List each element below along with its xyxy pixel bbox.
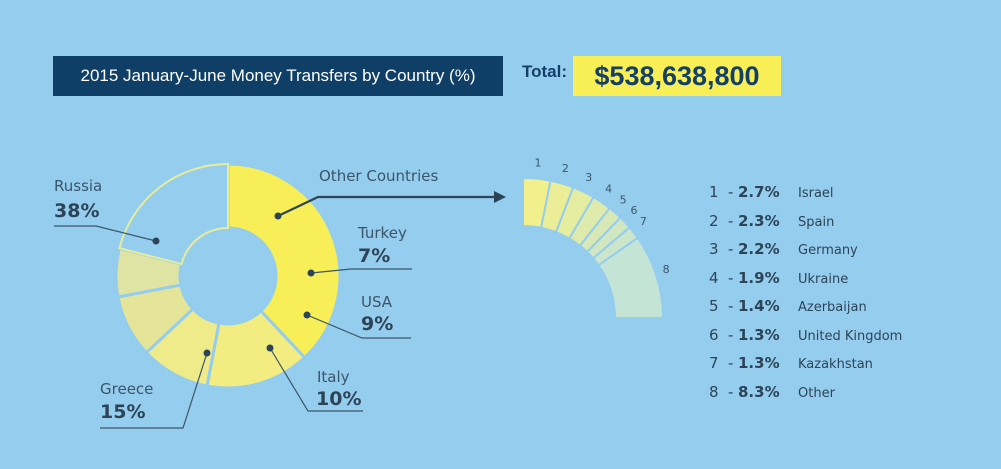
legend-index: 3 [709, 240, 719, 258]
total-label: Total: [522, 62, 568, 81]
arc-segment-label-4: 4 [605, 182, 612, 195]
slice-label-usa: USA [361, 293, 393, 311]
breakdown-arrow-head [494, 191, 506, 203]
legend-country: Azerbaijan [798, 300, 867, 315]
legend-country: Ukraine [798, 271, 849, 287]
legend-index: 6 [709, 325, 719, 344]
legend-dash: - [728, 325, 734, 344]
legend-value: 1.3% [738, 325, 780, 344]
leader-dot-italy [266, 344, 274, 352]
legend-value: 8.3% [738, 382, 780, 401]
legend-country: Spain [798, 214, 835, 230]
arc-segment-8 [597, 236, 665, 319]
arc-segment-label-2: 2 [562, 162, 569, 175]
slice-value-italy: 10% [316, 388, 361, 410]
legend-dash: - [728, 183, 734, 201]
legend-value: 1.3% [738, 354, 780, 372]
legend-row-kazakhstan: 7-1.3% Kazakhstan [709, 354, 873, 374]
donut-slice-other-countries [118, 162, 229, 266]
arc-segment-label-7: 7 [640, 215, 647, 228]
slice-label-russia: Russia [54, 177, 102, 195]
legend-row-united-kingdom: 6-1.3% United Kingdom [709, 326, 902, 346]
slice-label-other-countries: Other Countries [319, 167, 438, 185]
donut-slice-russia [226, 162, 342, 360]
leader-line-greece [100, 352, 208, 429]
legend-index: 2 [709, 211, 719, 230]
legend-dash: - [728, 240, 734, 258]
arc-segment-label-5: 5 [620, 194, 627, 207]
breakdown-arrow-dot [274, 212, 282, 220]
legend-country: Israel [798, 186, 834, 201]
leader-line-usa [306, 314, 411, 339]
leader-dot-turkey [307, 269, 315, 277]
leader-lines [54, 191, 506, 429]
donut-labels: Russia 38% Greece 15% Italy 10% USA 9% Turkey 7% O… [54, 167, 438, 423]
legend-index: 8 [709, 382, 719, 401]
legend-country: Other [798, 385, 835, 401]
legend-row-spain: 2-2.3% Spain [709, 212, 834, 232]
leader-line-italy [269, 347, 363, 412]
legend-dash: - [728, 297, 734, 315]
leader-line-turkey [310, 268, 412, 274]
legend-value: 2.2% [738, 240, 780, 258]
slice-value-russia: 38% [54, 200, 99, 222]
legend-index: 7 [709, 354, 719, 372]
legend-dash: - [728, 382, 734, 401]
legend-value: 1.4% [738, 297, 780, 315]
donut-chart [114, 162, 342, 390]
legend-value: 2.3% [738, 211, 780, 230]
slice-value-greece: 15% [100, 401, 145, 423]
legend-index: 4 [709, 268, 719, 287]
legend-row-ukraine: 4-1.9% Ukraine [709, 269, 848, 289]
chart-title: 2015 January-June Money Transfers by Cou… [53, 56, 503, 96]
leader-dot-greece [203, 349, 211, 357]
slice-label-italy: Italy [317, 368, 350, 386]
legend-index: 5 [709, 297, 719, 315]
legend-index: 1 [709, 183, 719, 201]
legend-country: United Kingdom [798, 328, 903, 344]
legend-country: Germany [798, 243, 858, 258]
leader-dot-usa [303, 311, 311, 319]
slice-label-turkey: Turkey [357, 224, 407, 242]
legend-row-azerbaijan: 5-1.4% Azerbaijan [709, 297, 867, 317]
slice-label-greece: Greece [100, 380, 153, 398]
legend-row-israel: 1-2.7% Israel [709, 183, 834, 203]
legend-dash: - [728, 211, 734, 230]
breakdown-arrow [277, 195, 496, 217]
leader-dot-russia [152, 237, 160, 245]
legend-dash: - [728, 354, 734, 372]
legend-value: 2.7% [738, 183, 780, 201]
legend-value: 1.9% [738, 268, 780, 287]
arc-segment-label-8: 8 [663, 263, 670, 276]
leader-line-russia [54, 225, 157, 242]
legend-dash: - [728, 268, 734, 287]
legend-row-other: 8-8.3% Other [709, 383, 835, 403]
slice-value-usa: 9% [361, 313, 393, 335]
arc-segment-label-3: 3 [585, 171, 592, 184]
legend-row-germany: 3-2.2% Germany [709, 240, 858, 260]
legend-country: Kazakhstan [798, 357, 873, 372]
arc-segment-label-1: 1 [535, 157, 542, 170]
total-value: $538,638,800 [573, 56, 781, 96]
arc-segment-label-6: 6 [630, 204, 637, 217]
slice-value-turkey: 7% [358, 245, 390, 267]
